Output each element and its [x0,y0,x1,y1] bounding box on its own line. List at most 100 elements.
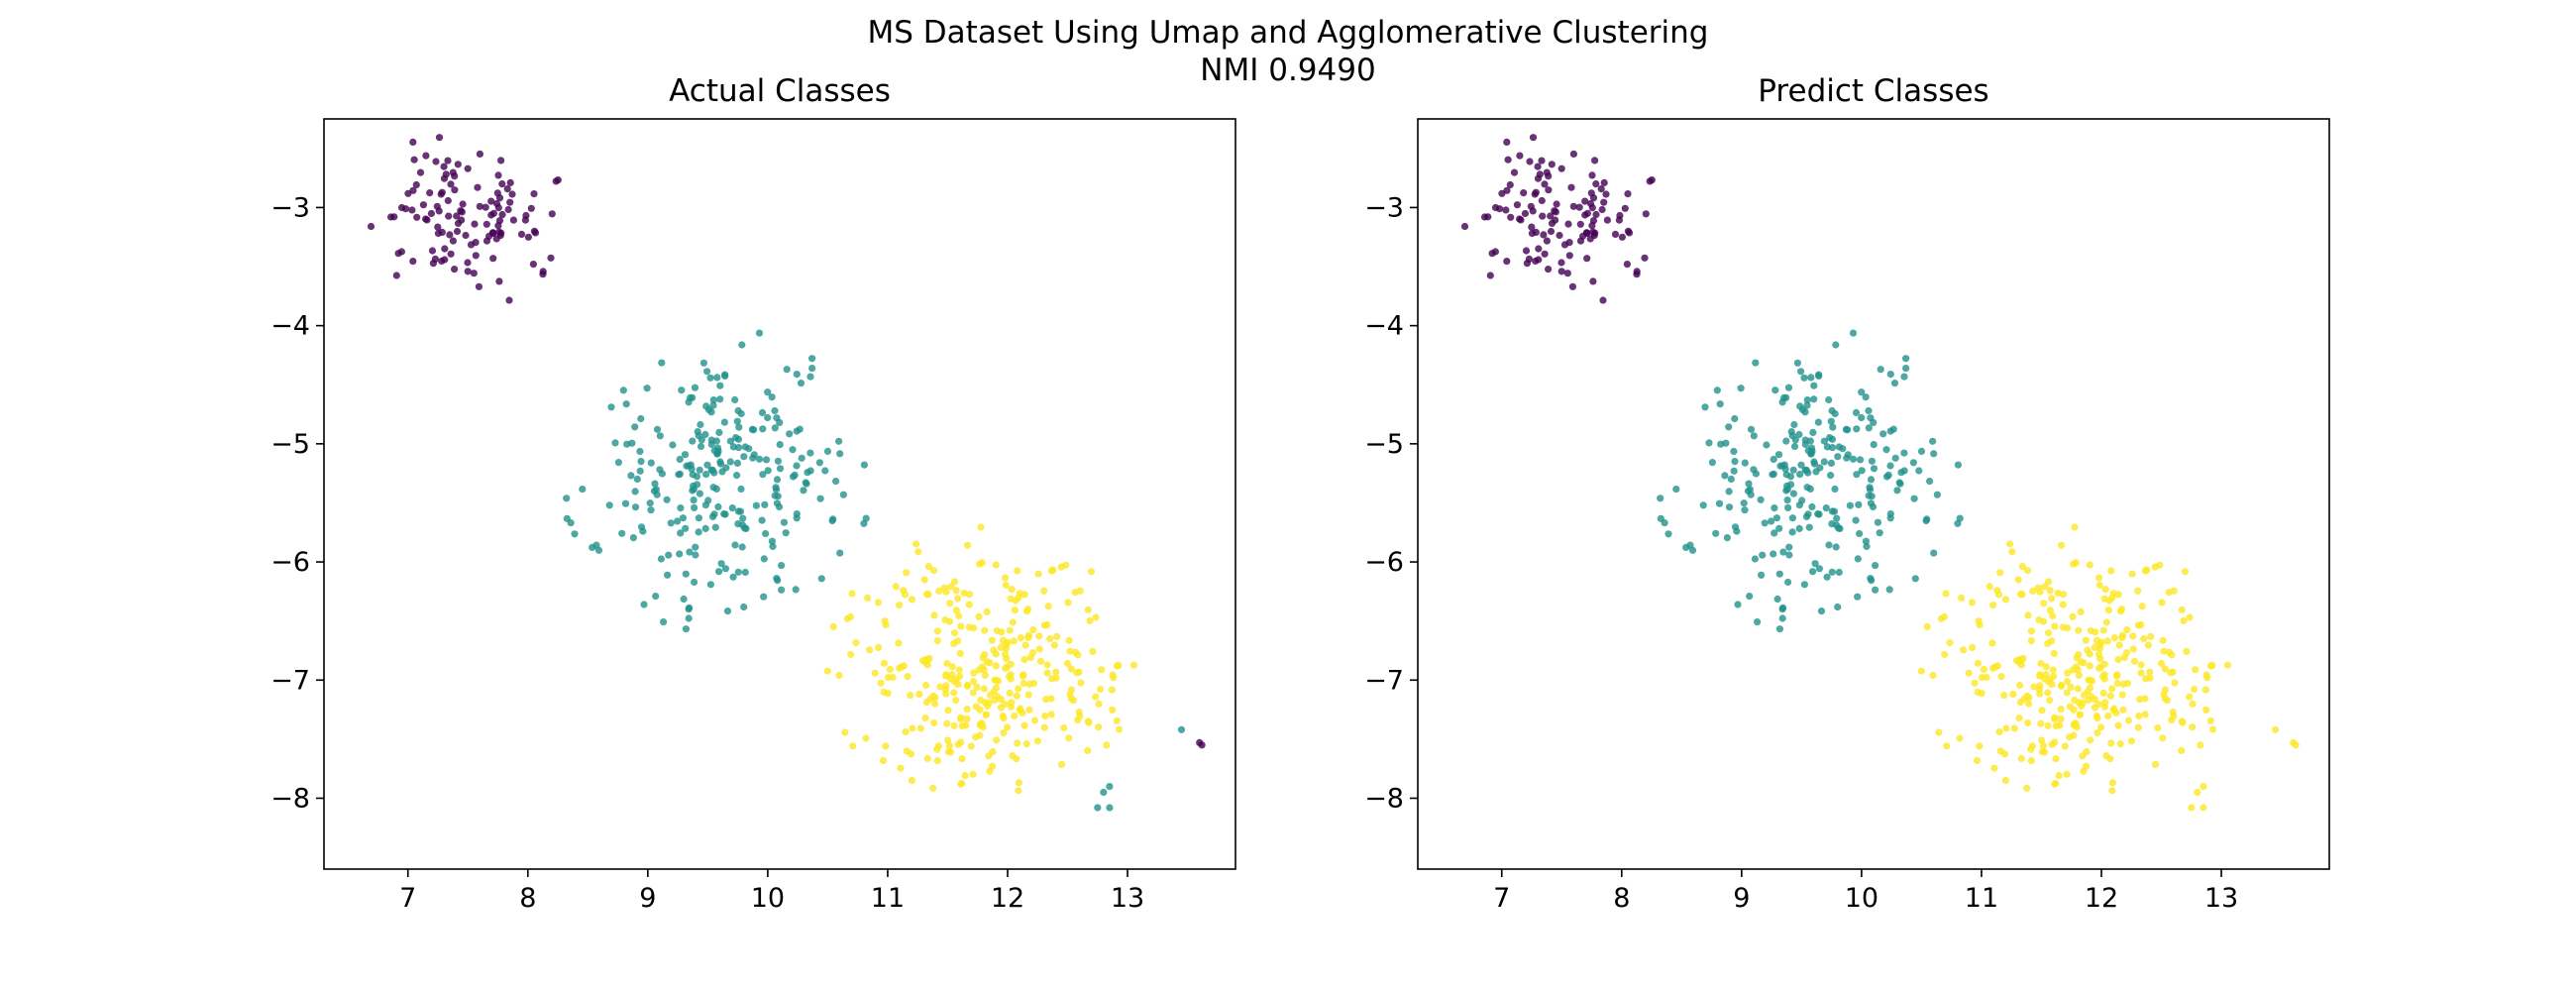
scatter-point [438,188,446,196]
scatter-point [408,206,416,214]
scatter-point [1740,499,1748,507]
scatter-point [877,679,885,687]
scatter-point [445,212,453,220]
scatter-point [653,425,662,433]
scatter-point [981,671,989,680]
scatter-point [567,519,575,527]
scatter-point [2158,599,2166,606]
scatter-point [419,201,427,209]
scatter-point [806,373,814,381]
scatter-point [1592,180,1600,188]
scatter-point [1020,679,1027,688]
scatter-point [2191,685,2199,694]
scatter-point [1581,197,1589,205]
scatter-point [2038,707,2046,715]
scatter-point [2197,741,2204,749]
scatter-point [2009,690,2017,699]
scatter-point [2118,691,2126,699]
x-tick-label: 8 [519,883,536,914]
scatter-point [1075,668,1083,676]
scatter-point [1014,567,1021,575]
scatter-point [676,550,684,558]
scatter-point [1522,247,1531,255]
scatter-point [647,506,655,514]
scatter-point [1029,679,1038,688]
x-tick-label: 12 [2085,883,2118,914]
scatter-point [2096,655,2104,663]
scatter-point [441,245,449,253]
scatter-point [817,575,825,583]
scatter-point [1006,689,1014,698]
scatter-point [1084,606,1092,613]
scatter-point [1988,639,1996,647]
scatter-point [416,168,425,176]
scatter-point [1956,514,1964,522]
scatter-point [594,546,603,554]
scatter-point [1060,723,1068,732]
scatter-point [741,568,749,577]
scatter-point [703,461,711,469]
scatter-point [960,590,968,598]
scatter-point [739,514,747,522]
scatter-point [451,266,459,274]
scatter-point [1809,428,1817,436]
scatter-point [508,190,516,198]
scatter-point [2206,716,2214,724]
scatter-point [1699,501,1707,509]
scatter-point [2058,541,2066,549]
scatter-point [793,371,801,379]
scatter-point [2045,629,2053,637]
scatter-point [605,501,613,509]
scatter-point [690,482,698,490]
scatter-point [903,747,911,755]
scatter-point [639,527,647,535]
scatter-point [1029,625,1037,634]
scatter-point [1556,231,1563,240]
scatter-point [1752,359,1760,367]
scatter-point [444,157,452,165]
scatter-point [1900,449,1908,457]
scatter-point [716,382,724,389]
scatter-point [676,470,684,478]
scatter-point [2087,626,2094,635]
scatter-point [1784,578,1792,587]
scatter-point [1752,470,1760,478]
scatter-point [711,523,719,531]
scatter-point [1889,425,1897,433]
scatter-point [709,484,717,492]
scatter-point [1874,518,1881,526]
scatter-point [1814,418,1822,426]
scatter-point [2106,692,2114,700]
scatter-point [1035,632,1043,640]
scatter-point [764,467,772,475]
scatter-point [2202,706,2210,715]
scatter-point [464,259,472,267]
scatter-point [760,593,768,601]
scatter-point [2006,540,2014,548]
scatter-point [1770,470,1777,478]
scatter-point [1633,271,1641,278]
scatter-point [723,607,732,615]
scatter-point [2001,776,2010,785]
scatter-point [2074,666,2082,674]
scatter-point [1535,245,1543,253]
scatter-point [2046,606,2054,614]
scatter-point [943,719,951,727]
scatter-point [729,443,738,451]
scatter-point [2200,783,2207,791]
scatter-point [1548,219,1556,227]
scatter-point [2135,712,2143,720]
scatter-point [1825,541,1833,549]
scatter-point [1048,675,1056,683]
scatter-point [2108,779,2116,787]
scatter-point [677,529,685,537]
scatter-point [728,503,736,512]
scatter-point [1923,515,1931,523]
scatter-point [1488,250,1496,258]
scatter-point [2097,723,2105,731]
scatter-point [1954,461,1962,469]
scatter-point [1565,239,1573,247]
scatter-point [956,672,964,681]
scatter-point [721,565,730,573]
scatter-point [2129,632,2137,640]
